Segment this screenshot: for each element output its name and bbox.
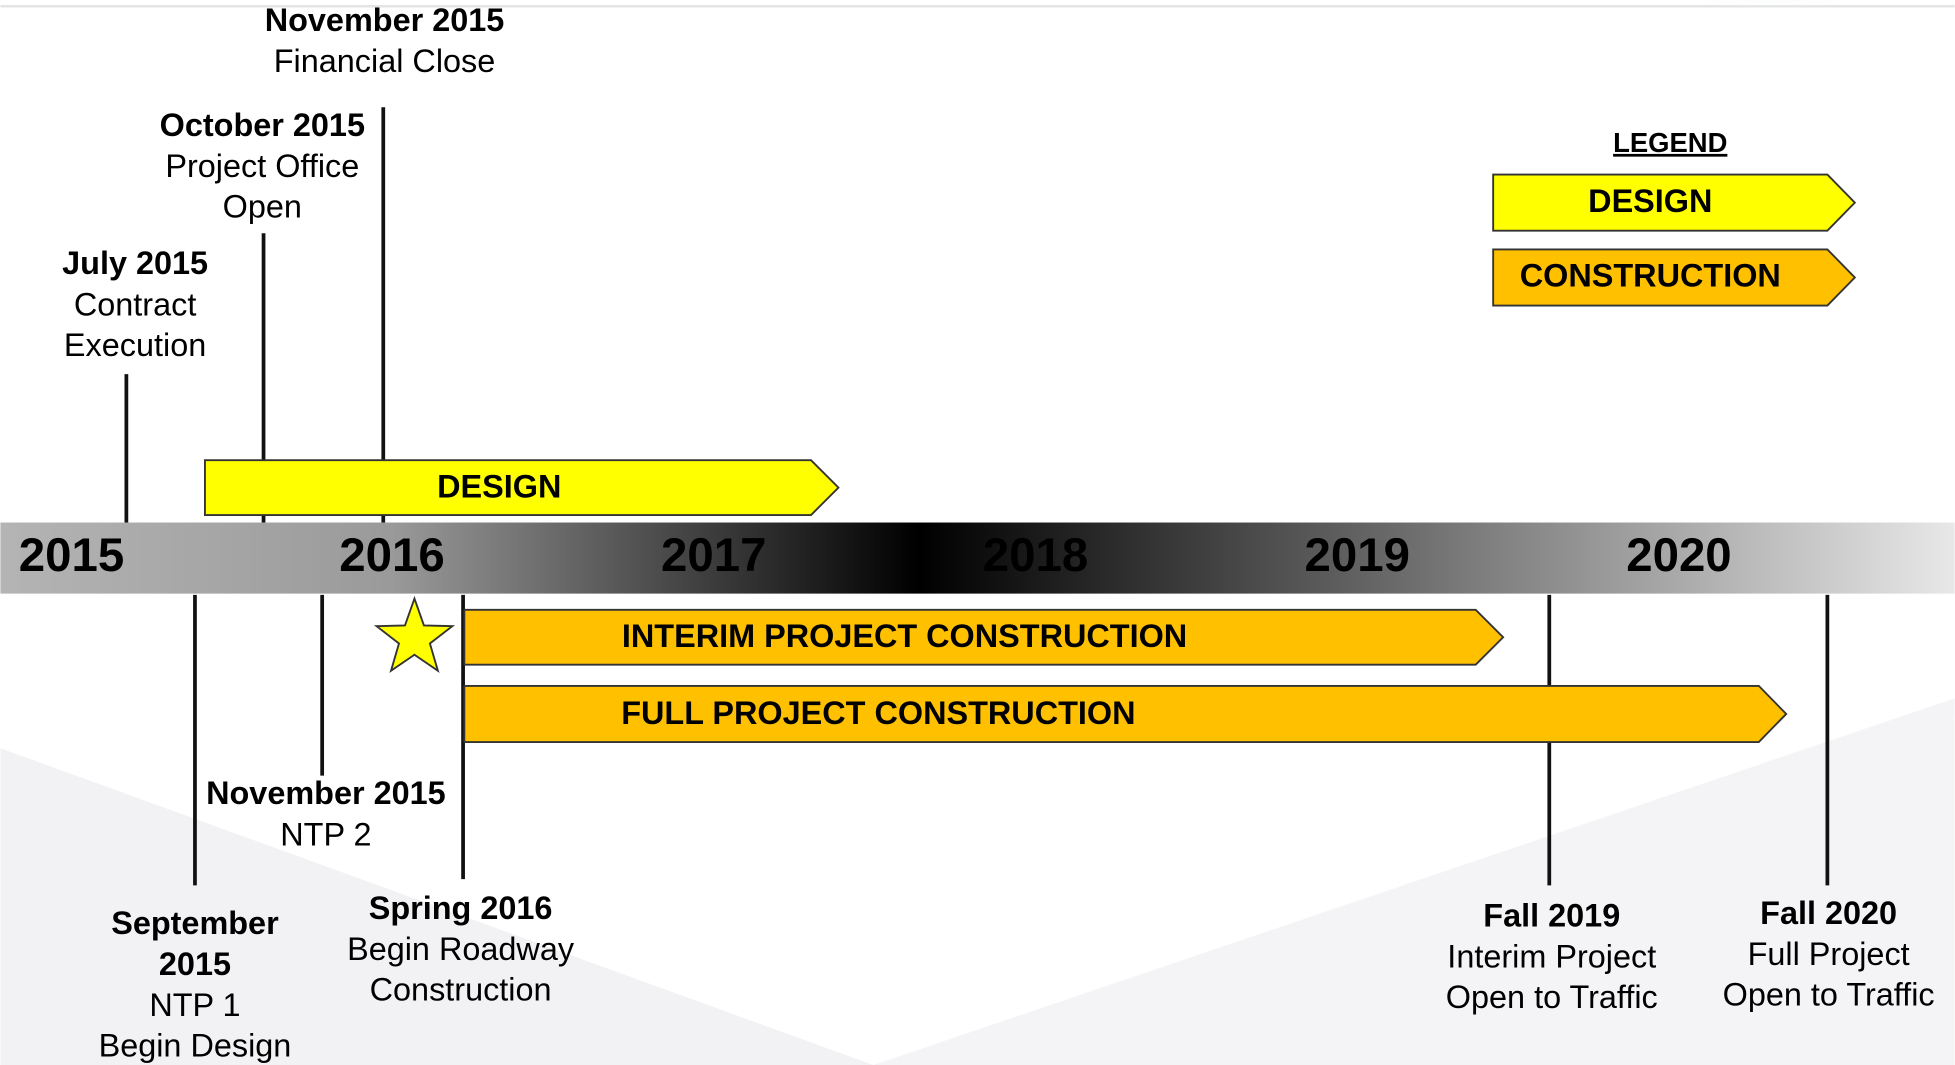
milestone-date: November 2015 bbox=[206, 775, 446, 811]
milestone-text: Begin Roadway bbox=[347, 931, 575, 967]
milestone-text: Full Project bbox=[1748, 936, 1910, 972]
milestone-text: Contract bbox=[74, 286, 196, 322]
legend-label: DESIGN bbox=[1588, 183, 1712, 219]
legend-swatch bbox=[1492, 248, 1857, 307]
milestone-date: 2015 bbox=[159, 946, 231, 982]
milestone-date: Spring 2016 bbox=[369, 890, 553, 926]
phase-bar bbox=[463, 608, 1505, 666]
milestone-text: Open bbox=[223, 188, 302, 224]
phase-bar bbox=[463, 684, 1788, 743]
year-label: 2015 bbox=[19, 529, 124, 582]
milestone-text: Execution bbox=[64, 327, 206, 363]
phase-label: DESIGN bbox=[437, 468, 561, 504]
milestone-text: Construction bbox=[370, 972, 552, 1008]
milestone-text: NTP 1 bbox=[149, 987, 240, 1023]
star bbox=[373, 595, 456, 674]
phase-label: INTERIM PROJECT CONSTRUCTION bbox=[622, 618, 1187, 654]
milestone-date: Fall 2020 bbox=[1760, 895, 1897, 931]
milestone-text: Financial Close bbox=[274, 43, 496, 79]
milestone-text: Begin Design bbox=[99, 1028, 292, 1064]
year-label: 2016 bbox=[339, 529, 444, 582]
milestone-text: Open to Traffic bbox=[1446, 979, 1658, 1015]
legend-label: CONSTRUCTION bbox=[1520, 258, 1781, 294]
milestone-text: Project Office bbox=[165, 148, 359, 184]
legend-title: LEGEND bbox=[1613, 127, 1727, 158]
year-label: 2018 bbox=[983, 529, 1088, 582]
legend-swatch bbox=[1492, 173, 1857, 232]
milestone-date: July 2015 bbox=[62, 245, 208, 281]
milestone-date: September bbox=[111, 905, 279, 941]
milestone-text: NTP 2 bbox=[280, 816, 371, 852]
milestone-text: Interim Project bbox=[1447, 939, 1656, 975]
phase-bar bbox=[204, 459, 840, 516]
milestone-date: October 2015 bbox=[160, 107, 365, 143]
year-label: 2017 bbox=[661, 529, 766, 582]
timeline-band bbox=[0, 522, 1955, 594]
year-label: 2019 bbox=[1305, 529, 1410, 582]
milestone-text: Open to Traffic bbox=[1723, 977, 1935, 1013]
milestone-date: November 2015 bbox=[265, 2, 505, 38]
phase-label: FULL PROJECT CONSTRUCTION bbox=[621, 695, 1135, 731]
bg-glow bbox=[1634, 0, 1909, 75]
milestone-date: Fall 2019 bbox=[1483, 897, 1620, 933]
year-label: 2020 bbox=[1626, 529, 1731, 582]
